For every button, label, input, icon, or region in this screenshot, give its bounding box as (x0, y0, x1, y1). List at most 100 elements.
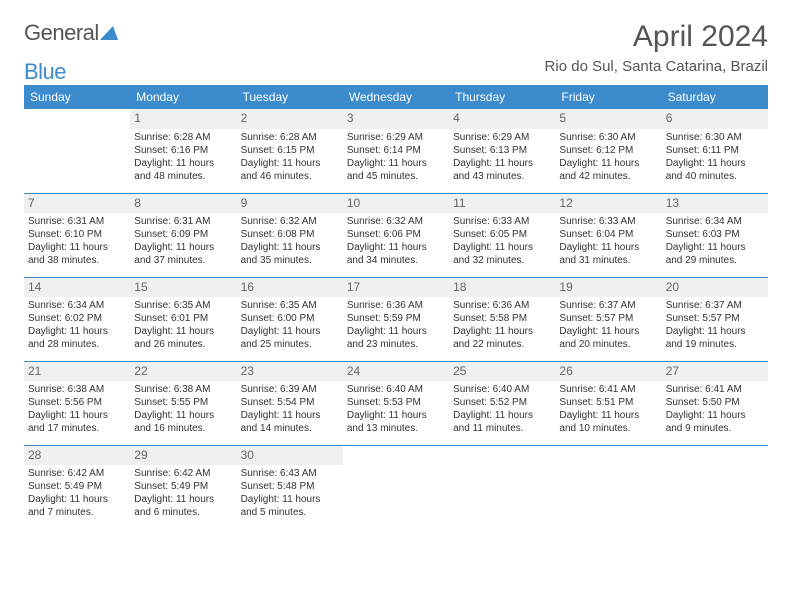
daylight-text: Daylight: 11 hours and 26 minutes. (134, 325, 232, 351)
sunset-text: Sunset: 5:50 PM (666, 396, 764, 409)
calendar-cell: 20Sunrise: 6:37 AMSunset: 5:57 PMDayligh… (662, 277, 768, 361)
brand-part2-wrap: Blue (24, 59, 66, 85)
calendar-cell: 2Sunrise: 6:28 AMSunset: 6:15 PMDaylight… (237, 109, 343, 193)
sunset-text: Sunset: 6:10 PM (28, 228, 126, 241)
sunrise-text: Sunrise: 6:37 AM (666, 299, 764, 312)
calendar-row: 21Sunrise: 6:38 AMSunset: 5:56 PMDayligh… (24, 361, 768, 445)
sunset-text: Sunset: 6:00 PM (241, 312, 339, 325)
daylight-text: Daylight: 11 hours and 23 minutes. (347, 325, 445, 351)
daylight-text: Daylight: 11 hours and 29 minutes. (666, 241, 764, 267)
month-title: April 2024 (633, 20, 768, 54)
sunrise-text: Sunrise: 6:42 AM (28, 467, 126, 480)
calendar-cell: 29Sunrise: 6:42 AMSunset: 5:49 PMDayligh… (130, 445, 236, 529)
brand-triangle-icon (100, 20, 118, 46)
daylight-text: Daylight: 11 hours and 46 minutes. (241, 157, 339, 183)
calendar-cell: 9Sunrise: 6:32 AMSunset: 6:08 PMDaylight… (237, 193, 343, 277)
sunrise-text: Sunrise: 6:33 AM (453, 215, 551, 228)
calendar-cell (449, 445, 555, 529)
sunrise-text: Sunrise: 6:31 AM (28, 215, 126, 228)
calendar-cell: 5Sunrise: 6:30 AMSunset: 6:12 PMDaylight… (555, 109, 661, 193)
daylight-text: Daylight: 11 hours and 10 minutes. (559, 409, 657, 435)
daylight-text: Daylight: 11 hours and 25 minutes. (241, 325, 339, 351)
sunrise-text: Sunrise: 6:33 AM (559, 215, 657, 228)
sunset-text: Sunset: 6:09 PM (134, 228, 232, 241)
sunrise-text: Sunrise: 6:37 AM (559, 299, 657, 312)
daylight-text: Daylight: 11 hours and 19 minutes. (666, 325, 764, 351)
calendar-cell: 28Sunrise: 6:42 AMSunset: 5:49 PMDayligh… (24, 445, 130, 529)
calendar-cell: 30Sunrise: 6:43 AMSunset: 5:48 PMDayligh… (237, 445, 343, 529)
sunrise-text: Sunrise: 6:32 AM (241, 215, 339, 228)
sunrise-text: Sunrise: 6:39 AM (241, 383, 339, 396)
calendar-row: 7Sunrise: 6:31 AMSunset: 6:10 PMDaylight… (24, 193, 768, 277)
day-number: 24 (343, 362, 449, 382)
sunset-text: Sunset: 6:13 PM (453, 144, 551, 157)
calendar-cell: 16Sunrise: 6:35 AMSunset: 6:00 PMDayligh… (237, 277, 343, 361)
calendar-cell: 17Sunrise: 6:36 AMSunset: 5:59 PMDayligh… (343, 277, 449, 361)
day-number: 30 (237, 446, 343, 466)
sunrise-text: Sunrise: 6:30 AM (666, 131, 764, 144)
sunrise-text: Sunrise: 6:40 AM (453, 383, 551, 396)
calendar-cell: 8Sunrise: 6:31 AMSunset: 6:09 PMDaylight… (130, 193, 236, 277)
daylight-text: Daylight: 11 hours and 40 minutes. (666, 157, 764, 183)
sunset-text: Sunset: 6:01 PM (134, 312, 232, 325)
calendar-cell: 25Sunrise: 6:40 AMSunset: 5:52 PMDayligh… (449, 361, 555, 445)
weekday-header: Monday (130, 85, 236, 109)
day-number: 26 (555, 362, 661, 382)
daylight-text: Daylight: 11 hours and 11 minutes. (453, 409, 551, 435)
day-number: 2 (237, 109, 343, 129)
day-number: 16 (237, 278, 343, 298)
calendar-cell: 22Sunrise: 6:38 AMSunset: 5:55 PMDayligh… (130, 361, 236, 445)
sunrise-text: Sunrise: 6:41 AM (559, 383, 657, 396)
daylight-text: Daylight: 11 hours and 31 minutes. (559, 241, 657, 267)
calendar-cell: 4Sunrise: 6:29 AMSunset: 6:13 PMDaylight… (449, 109, 555, 193)
sunset-text: Sunset: 6:15 PM (241, 144, 339, 157)
sunrise-text: Sunrise: 6:42 AM (134, 467, 232, 480)
day-number: 25 (449, 362, 555, 382)
daylight-text: Daylight: 11 hours and 48 minutes. (134, 157, 232, 183)
calendar-cell: 10Sunrise: 6:32 AMSunset: 6:06 PMDayligh… (343, 193, 449, 277)
sunrise-text: Sunrise: 6:35 AM (241, 299, 339, 312)
day-number: 18 (449, 278, 555, 298)
sunrise-text: Sunrise: 6:31 AM (134, 215, 232, 228)
day-number: 23 (237, 362, 343, 382)
calendar-cell (662, 445, 768, 529)
calendar-cell: 23Sunrise: 6:39 AMSunset: 5:54 PMDayligh… (237, 361, 343, 445)
sunrise-text: Sunrise: 6:40 AM (347, 383, 445, 396)
sunset-text: Sunset: 5:54 PM (241, 396, 339, 409)
day-number: 4 (449, 109, 555, 129)
day-number: 5 (555, 109, 661, 129)
day-number: 21 (24, 362, 130, 382)
calendar-cell: 11Sunrise: 6:33 AMSunset: 6:05 PMDayligh… (449, 193, 555, 277)
sunset-text: Sunset: 6:14 PM (347, 144, 445, 157)
brand-part2: Blue (24, 59, 66, 85)
sunset-text: Sunset: 5:56 PM (28, 396, 126, 409)
sunrise-text: Sunrise: 6:29 AM (347, 131, 445, 144)
sunset-text: Sunset: 5:49 PM (28, 480, 126, 493)
sunset-text: Sunset: 6:06 PM (347, 228, 445, 241)
sunrise-text: Sunrise: 6:30 AM (559, 131, 657, 144)
daylight-text: Daylight: 11 hours and 35 minutes. (241, 241, 339, 267)
weekday-header: Thursday (449, 85, 555, 109)
daylight-text: Daylight: 11 hours and 17 minutes. (28, 409, 126, 435)
daylight-text: Daylight: 11 hours and 43 minutes. (453, 157, 551, 183)
calendar-cell: 21Sunrise: 6:38 AMSunset: 5:56 PMDayligh… (24, 361, 130, 445)
day-number: 3 (343, 109, 449, 129)
calendar-cell: 6Sunrise: 6:30 AMSunset: 6:11 PMDaylight… (662, 109, 768, 193)
sunset-text: Sunset: 5:51 PM (559, 396, 657, 409)
daylight-text: Daylight: 11 hours and 16 minutes. (134, 409, 232, 435)
calendar-cell: 7Sunrise: 6:31 AMSunset: 6:10 PMDaylight… (24, 193, 130, 277)
calendar-cell: 13Sunrise: 6:34 AMSunset: 6:03 PMDayligh… (662, 193, 768, 277)
sunrise-text: Sunrise: 6:43 AM (241, 467, 339, 480)
brand-part1: General (24, 20, 99, 46)
sunset-text: Sunset: 5:53 PM (347, 396, 445, 409)
daylight-text: Daylight: 11 hours and 13 minutes. (347, 409, 445, 435)
daylight-text: Daylight: 11 hours and 6 minutes. (134, 493, 232, 519)
daylight-text: Daylight: 11 hours and 5 minutes. (241, 493, 339, 519)
sunset-text: Sunset: 5:58 PM (453, 312, 551, 325)
daylight-text: Daylight: 11 hours and 37 minutes. (134, 241, 232, 267)
sunrise-text: Sunrise: 6:34 AM (666, 215, 764, 228)
daylight-text: Daylight: 11 hours and 34 minutes. (347, 241, 445, 267)
day-number: 20 (662, 278, 768, 298)
daylight-text: Daylight: 11 hours and 45 minutes. (347, 157, 445, 183)
daylight-text: Daylight: 11 hours and 42 minutes. (559, 157, 657, 183)
